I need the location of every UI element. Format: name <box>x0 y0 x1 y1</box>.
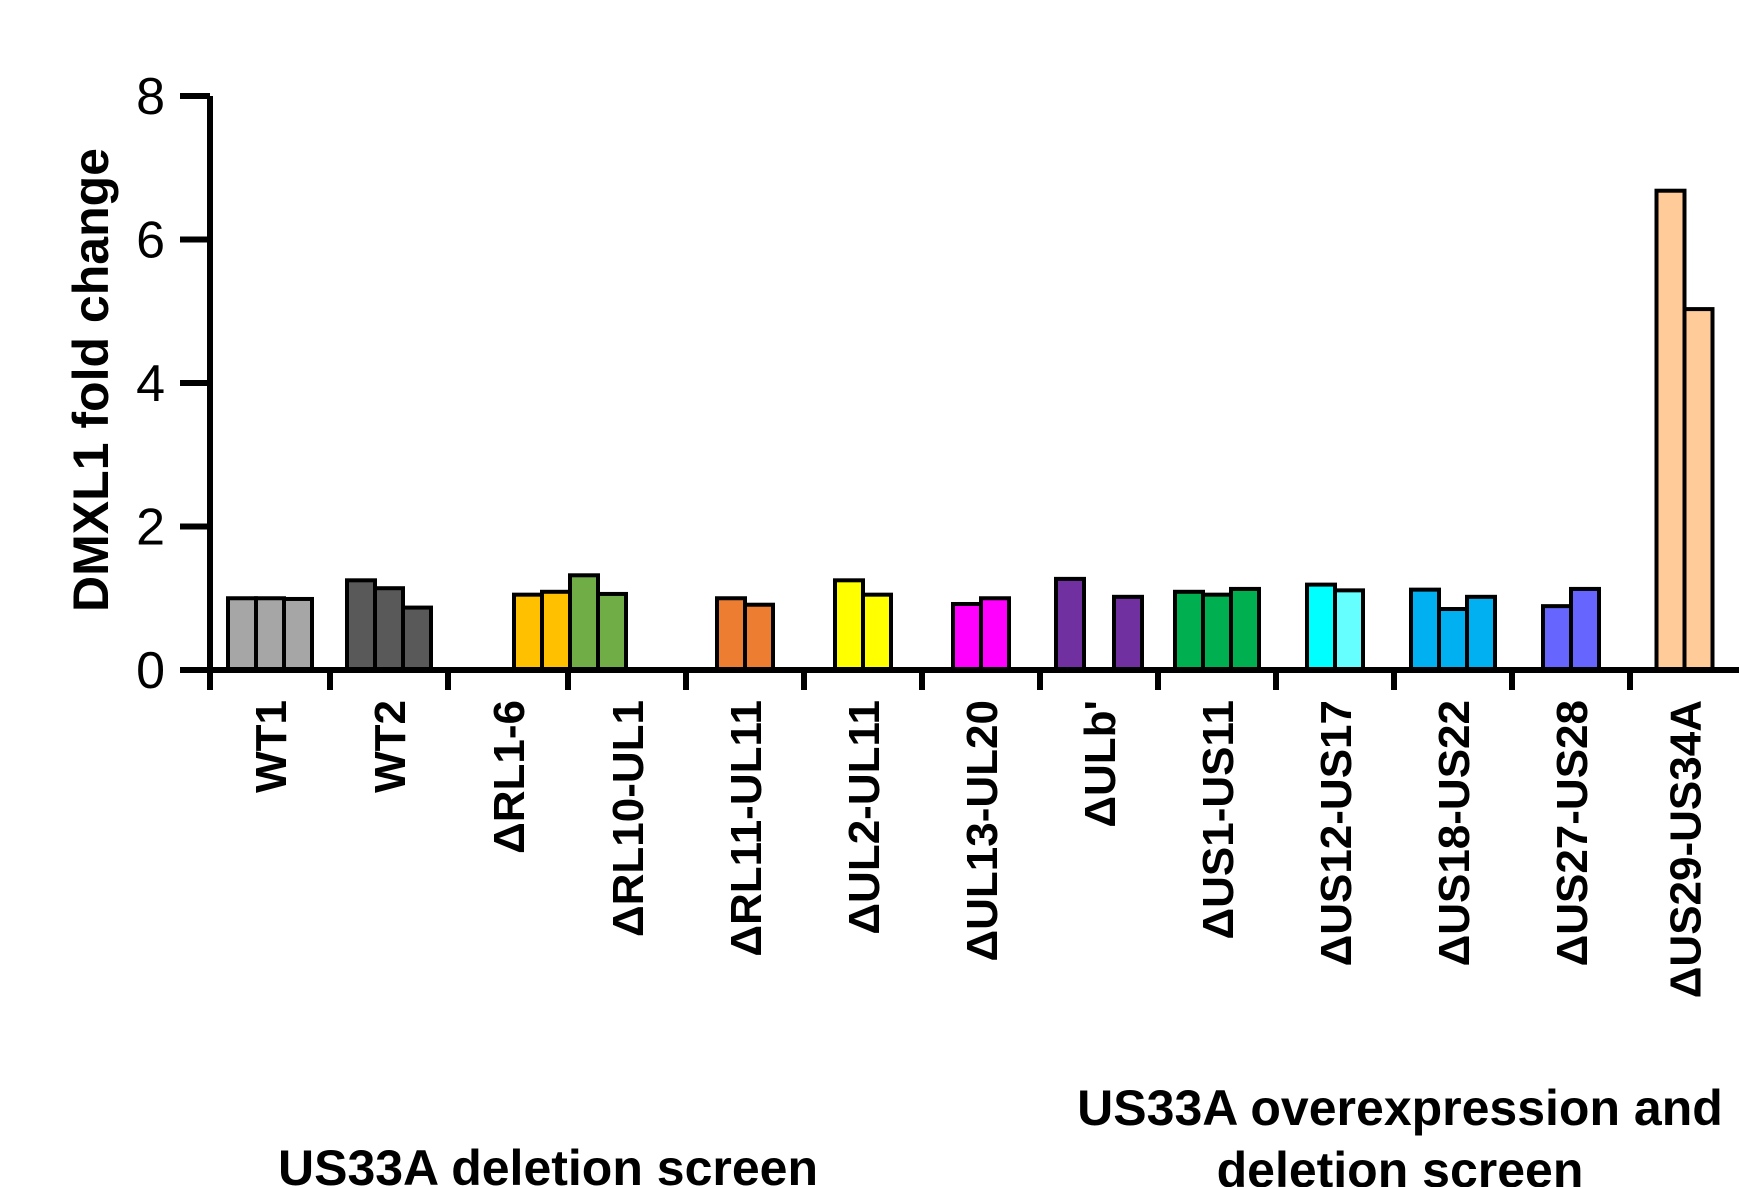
x-tick-label: ΔUL13-UL20 <box>958 700 1007 961</box>
bar-6-1 <box>833 578 865 672</box>
bar-5-1 <box>715 596 747 672</box>
bar-11-1 <box>1409 587 1441 673</box>
bar-2-2 <box>373 586 405 673</box>
y-ticks: 0 2 4 6 8 <box>136 68 210 700</box>
y-tick-label-0: 0 <box>136 642 165 700</box>
bar-8-2 <box>1112 594 1144 672</box>
bar-11-2 <box>1437 607 1469 673</box>
bar-4-2 <box>596 591 628 673</box>
bar-9-1 <box>1173 589 1205 672</box>
bar-11-3 <box>1465 594 1497 672</box>
y-tick-label-8: 8 <box>136 68 165 126</box>
bar-9-2 <box>1201 592 1233 672</box>
y-tick-label-4: 4 <box>136 355 165 413</box>
y-tick-label-6: 6 <box>136 212 165 270</box>
bar-3-1 <box>512 592 544 672</box>
x-tick-label: ΔUS29-US34A <box>1662 700 1711 998</box>
x-tick-label: WT1 <box>247 700 296 793</box>
bar-9-3 <box>1229 586 1261 672</box>
bar-13-1 <box>1654 188 1687 673</box>
bar-8-1 <box>1054 576 1086 672</box>
bar-6-2 <box>861 592 893 672</box>
bar-2-1 <box>345 578 377 672</box>
bar-5-2 <box>743 602 775 673</box>
bar-1-3 <box>282 596 314 673</box>
x-tick-label: ΔUS12-US17 <box>1312 700 1361 966</box>
bar-12-2 <box>1569 586 1601 672</box>
x-tick-label: ΔULb' <box>1076 700 1125 828</box>
y-axis-label: DMXL1 fold change <box>63 148 119 612</box>
bar-1-1 <box>226 596 258 672</box>
bar-3-2 <box>540 589 572 672</box>
axes <box>180 96 1739 673</box>
bar-10-1 <box>1305 582 1337 672</box>
bars <box>226 188 1715 673</box>
x-tick-label: ΔRL10-UL1 <box>604 700 653 937</box>
group-label-overexpression-screen: US33A overexpression and deletion screen <box>1077 1080 1723 1187</box>
x-tick-label: ΔUS1-US11 <box>1194 700 1243 940</box>
group-label-line: US33A overexpression and <box>1077 1080 1723 1136</box>
x-tick-label: WT2 <box>366 700 415 793</box>
x-ticks <box>207 670 1633 690</box>
x-tick-label: ΔUS18-US22 <box>1430 700 1479 966</box>
bar-13-2 <box>1682 307 1715 672</box>
group-label-deletion-screen: US33A deletion screen <box>278 1140 818 1187</box>
bar-2-3 <box>401 605 433 673</box>
bar-10-2 <box>1333 588 1365 672</box>
x-tick-label: ΔRL11-UL11 <box>722 700 771 957</box>
bar-7-2 <box>979 596 1011 672</box>
bar-12-1 <box>1541 604 1573 673</box>
bar-7-1 <box>951 601 983 672</box>
x-tick-label: ΔUS27-US28 <box>1548 700 1597 966</box>
x-tick-label: ΔUL2-UL11 <box>840 700 889 935</box>
y-tick-label-2: 2 <box>136 499 165 557</box>
x-tick-label: ΔRL1-6 <box>485 700 534 854</box>
category-labels: WT1 WT2 ΔRL1-6 ΔRL10-UL1 ΔRL11-UL11 ΔUL2-UL11… <box>247 700 1711 998</box>
bar-4-1 <box>568 573 600 672</box>
bar-1-2 <box>254 596 286 672</box>
group-label-line: deletion screen <box>1217 1142 1584 1187</box>
